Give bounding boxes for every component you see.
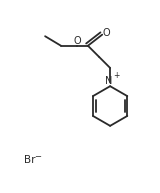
Text: +: + xyxy=(114,71,120,80)
Text: O: O xyxy=(73,36,81,46)
Text: −: − xyxy=(34,152,41,161)
Text: O: O xyxy=(103,28,110,38)
Text: N: N xyxy=(105,76,112,86)
Text: Br: Br xyxy=(24,155,36,165)
